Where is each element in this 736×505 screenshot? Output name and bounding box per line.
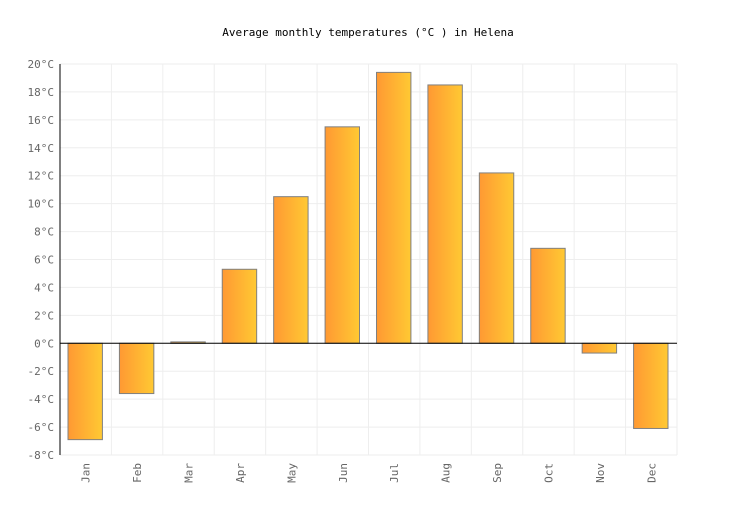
y-tick-label: 12°C: [28, 170, 55, 183]
y-tick-label: 16°C: [28, 114, 55, 127]
y-tick-label: -6°C: [28, 421, 55, 434]
bar-aug: [427, 84, 463, 344]
y-tick-label: -8°C: [28, 449, 55, 462]
x-tick-label: Dec: [645, 463, 658, 483]
x-tick-label: Sep: [491, 463, 504, 483]
x-tick-label: Apr: [234, 463, 247, 483]
y-tick-label: 8°C: [34, 226, 54, 239]
chart-title: Average monthly temperatures (°C ) in He…: [222, 26, 513, 39]
y-tick-label: -4°C: [28, 393, 55, 406]
y-tick-label: 10°C: [28, 198, 55, 211]
bar-jun: [324, 126, 361, 344]
bar-jul: [376, 71, 412, 344]
bar-feb: [118, 342, 155, 395]
x-tick-label: Feb: [131, 463, 144, 483]
x-tick-label: May: [285, 463, 298, 483]
y-tick-label: 20°C: [28, 58, 55, 71]
x-tick-label: Nov: [594, 463, 607, 483]
x-tick-label: Oct: [542, 463, 555, 483]
y-tick-label: -2°C: [28, 365, 55, 378]
x-tick-label: Aug: [440, 463, 453, 483]
bar-sep: [478, 172, 515, 344]
bar-jan: [67, 342, 103, 441]
y-tick-label: 4°C: [34, 281, 54, 294]
y-tick-label: 18°C: [28, 86, 55, 99]
x-tick-label: Jun: [337, 463, 350, 483]
y-tick-label: 2°C: [34, 309, 54, 322]
y-tick-label: 0°C: [34, 337, 54, 350]
x-tick-label: Jul: [388, 463, 401, 483]
bar-oct: [530, 247, 566, 344]
bar-apr: [221, 268, 258, 344]
bar-may: [273, 196, 309, 344]
bar-nov: [581, 342, 618, 354]
y-tick-label: 14°C: [28, 142, 55, 155]
bar-dec: [633, 342, 669, 429]
y-tick-label: 6°C: [34, 254, 54, 267]
x-tick-label: Mar: [183, 463, 196, 483]
x-tick-label: Jan: [80, 463, 93, 483]
